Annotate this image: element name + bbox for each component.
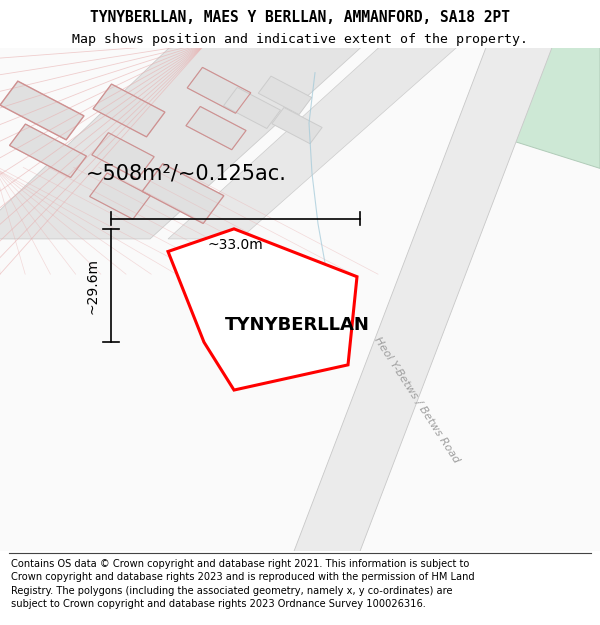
Text: ~508m²/~0.125ac.: ~508m²/~0.125ac. [86,163,286,184]
Text: ~33.0m: ~33.0m [208,238,263,252]
Text: ~29.6m: ~29.6m [85,258,99,314]
Polygon shape [258,76,312,114]
Polygon shape [142,164,224,224]
Polygon shape [168,229,357,390]
Text: Map shows position and indicative extent of the property.: Map shows position and indicative extent… [72,33,528,46]
Text: TYNYBERLLAN: TYNYBERLLAN [224,316,370,334]
Text: Contains OS data © Crown copyright and database right 2021. This information is : Contains OS data © Crown copyright and d… [11,559,475,609]
Polygon shape [0,38,372,239]
Polygon shape [272,107,322,144]
Polygon shape [168,38,468,239]
Polygon shape [224,88,280,129]
Polygon shape [0,81,84,140]
Polygon shape [187,68,251,113]
Polygon shape [92,132,154,179]
Polygon shape [186,106,246,150]
Polygon shape [294,48,552,551]
Text: Heol Y-Betws / Betws Road: Heol Y-Betws / Betws Road [373,335,461,465]
Polygon shape [504,48,600,168]
Text: TYNYBERLLAN, MAES Y BERLLAN, AMMANFORD, SA18 2PT: TYNYBERLLAN, MAES Y BERLLAN, AMMANFORD, … [90,11,510,26]
Polygon shape [10,124,86,177]
Polygon shape [93,84,165,137]
Polygon shape [89,173,151,219]
